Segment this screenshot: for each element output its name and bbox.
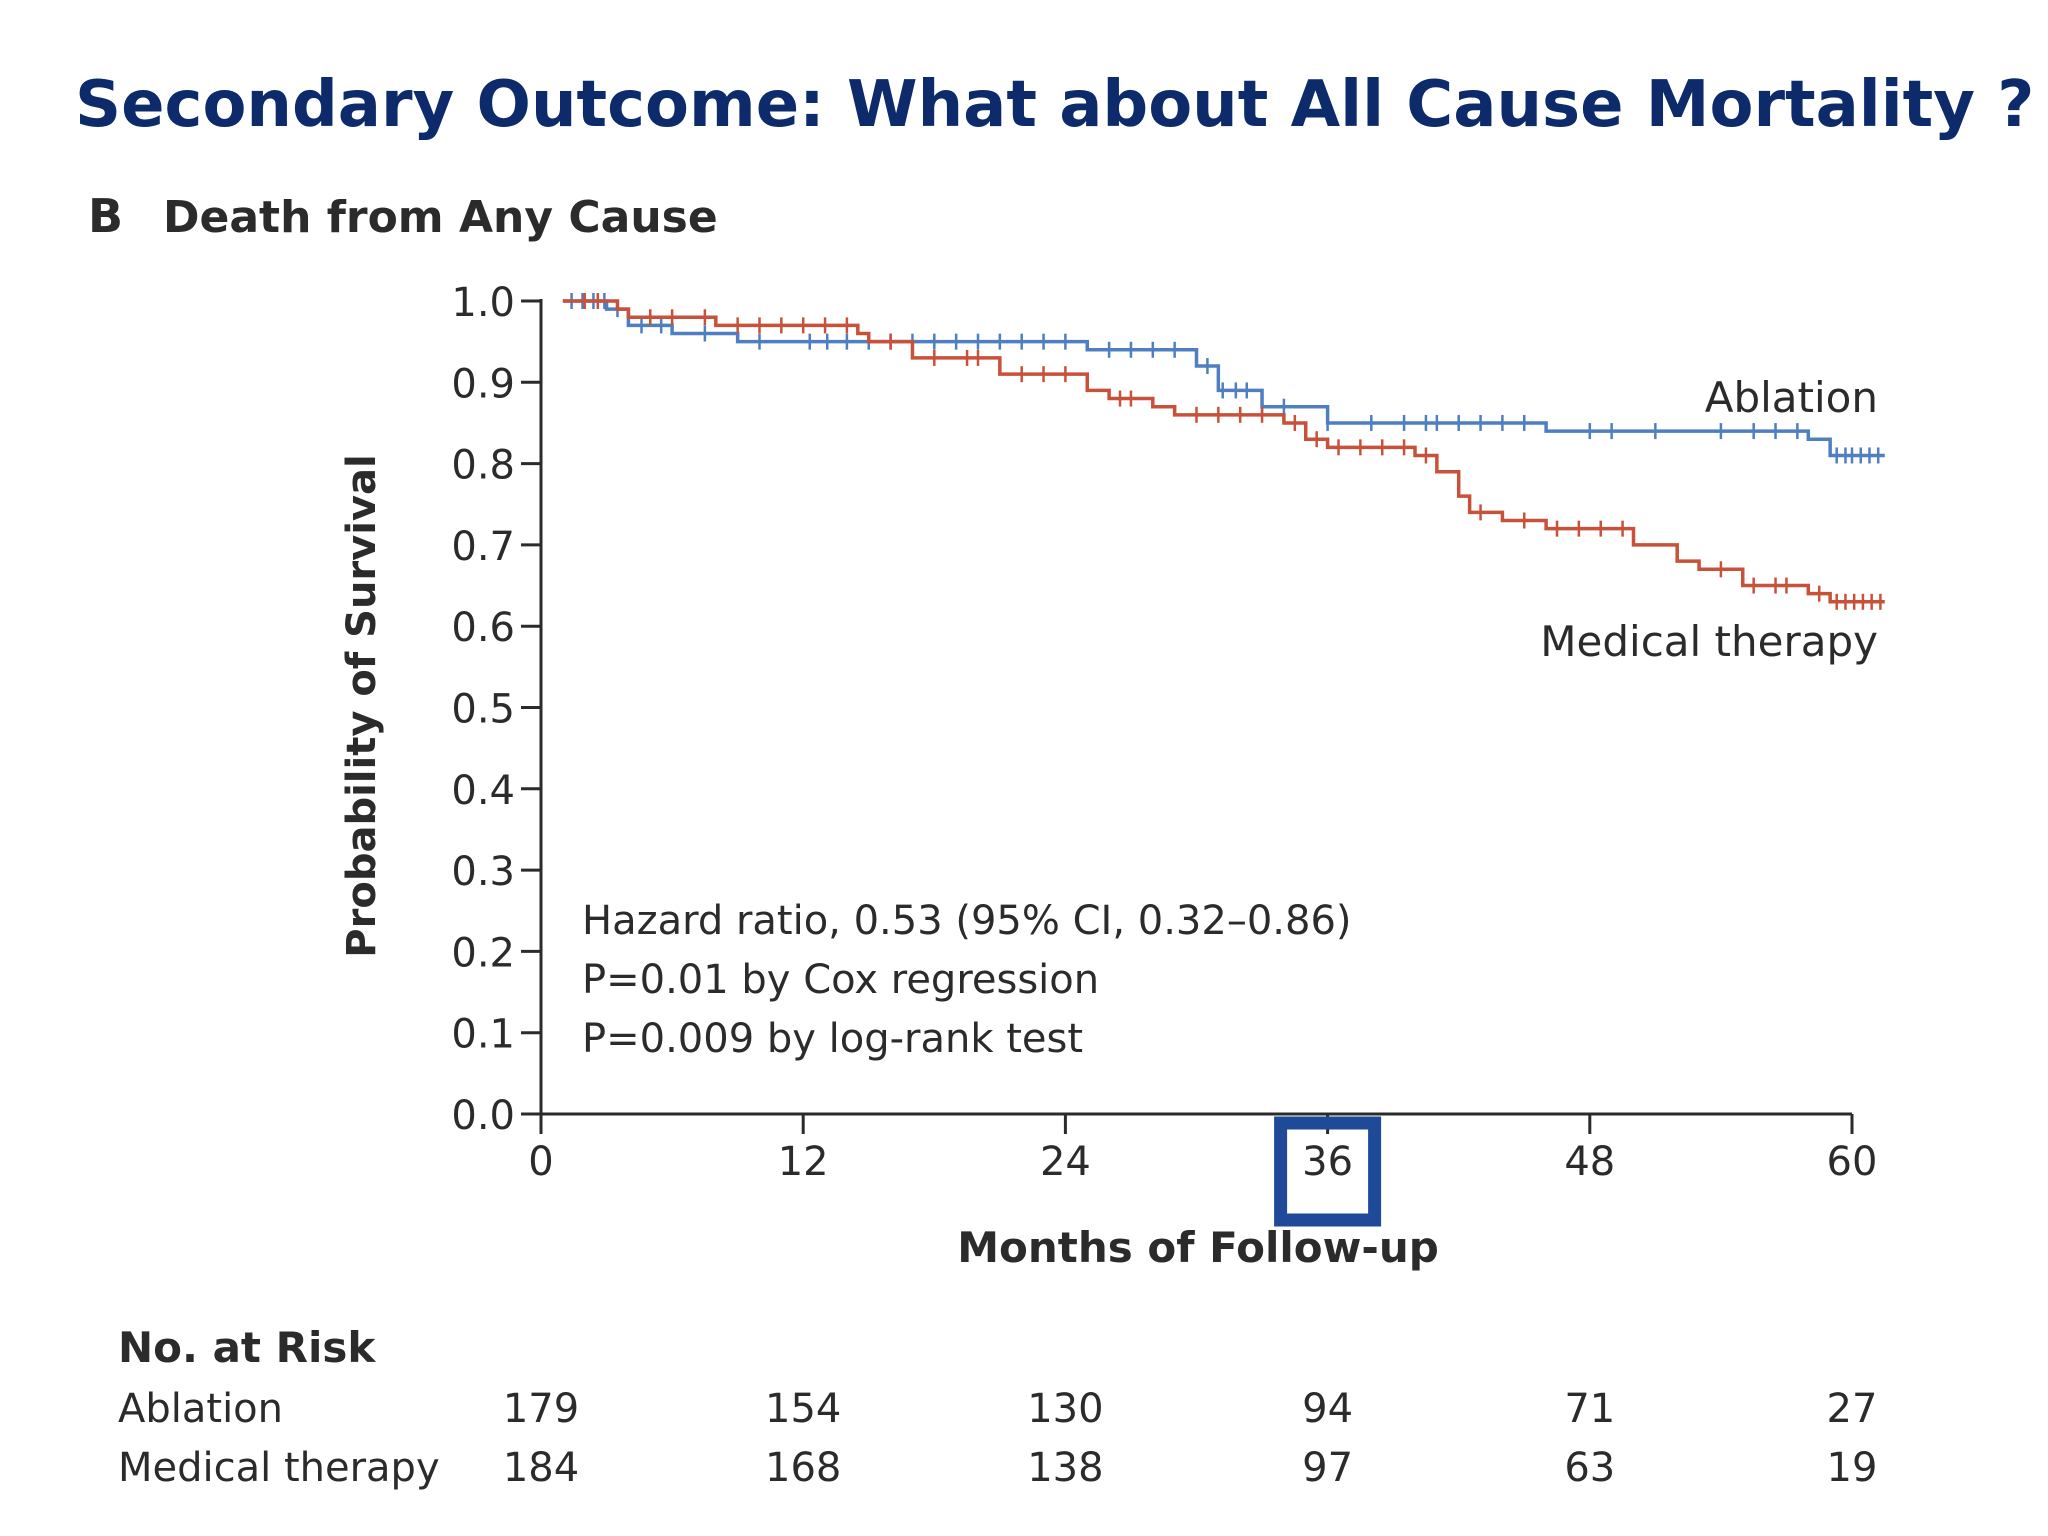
risk-table: No. at Risk Ablation Medical therapy 179…: [118, 1323, 1877, 1491]
y-tick-label: 0.6: [451, 605, 515, 651]
legend-medical-therapy: Medical therapy: [1540, 617, 1878, 666]
panel-letter: B: [88, 189, 123, 243]
tick-highlight-box: [1274, 1116, 1382, 1227]
y-tick-label: 0.3: [451, 849, 515, 895]
x-ticks: 0 12 24 36 48 60: [528, 1114, 1877, 1185]
x-tick-label: 0: [528, 1139, 553, 1185]
legend-ablation: Ablation: [1705, 373, 1878, 422]
chart-title: Death from Any Cause: [163, 192, 718, 243]
x-axis-label: Months of Follow-up: [957, 1223, 1439, 1272]
risk-value: 19: [1827, 1445, 1878, 1491]
x-tick-label: 24: [1040, 1139, 1091, 1185]
y-ticks: 0.0 0.1 0.2 0.3 0.4 0.5 0.6 0.7 0.8 0.9 1.0: [451, 280, 541, 1139]
risk-value: 179: [503, 1386, 579, 1432]
risk-value: 184: [503, 1445, 579, 1491]
y-tick-label: 1.0: [451, 280, 515, 326]
y-tick-label: 0.7: [451, 524, 515, 570]
x-tick-label: 36: [1302, 1139, 1353, 1185]
risk-row-label-medical: Medical therapy: [118, 1445, 440, 1491]
y-tick-label: 0.9: [451, 361, 515, 407]
cox-p-text: P=0.01 by Cox regression: [582, 957, 1099, 1003]
risk-value: 27: [1827, 1386, 1878, 1432]
y-tick-label: 0.0: [451, 1093, 515, 1139]
risk-values: 179 154 130 94 71 27 184 168 138 97 63 19: [503, 1386, 1878, 1491]
x-tick-label: 48: [1564, 1139, 1615, 1185]
series-ablation: [562, 293, 1885, 464]
risk-value: 168: [765, 1445, 841, 1491]
y-tick-label: 0.4: [451, 768, 515, 814]
y-tick-label: 0.1: [451, 1012, 515, 1058]
y-axis-label: Probability of Survival: [339, 454, 385, 957]
risk-value: 130: [1027, 1386, 1103, 1432]
risk-value: 154: [765, 1386, 841, 1432]
slide-title: Secondary Outcome: What about All Cause …: [75, 68, 2035, 142]
risk-value: 63: [1564, 1445, 1615, 1491]
survival-curve-line: [562, 299, 1885, 604]
risk-value: 94: [1302, 1386, 1353, 1432]
logrank-p-text: P=0.009 by log-rank test: [582, 1016, 1083, 1062]
y-tick-label: 0.2: [451, 930, 515, 976]
risk-row-label-ablation: Ablation: [118, 1386, 283, 1432]
series-medical-therapy: [562, 293, 1885, 610]
risk-value: 71: [1564, 1386, 1615, 1432]
risk-value: 97: [1302, 1445, 1353, 1491]
risk-table-title: No. at Risk: [118, 1323, 376, 1372]
y-tick-label: 0.8: [451, 443, 515, 489]
x-tick-label: 60: [1827, 1139, 1878, 1185]
hazard-ratio-text: Hazard ratio, 0.53 (95% CI, 0.32–0.86): [582, 898, 1352, 944]
x-tick-label: 12: [778, 1139, 829, 1185]
risk-value: 138: [1027, 1445, 1103, 1491]
stats-annotations: Hazard ratio, 0.53 (95% CI, 0.32–0.86) P…: [582, 898, 1352, 1062]
y-tick-label: 0.5: [451, 687, 515, 733]
